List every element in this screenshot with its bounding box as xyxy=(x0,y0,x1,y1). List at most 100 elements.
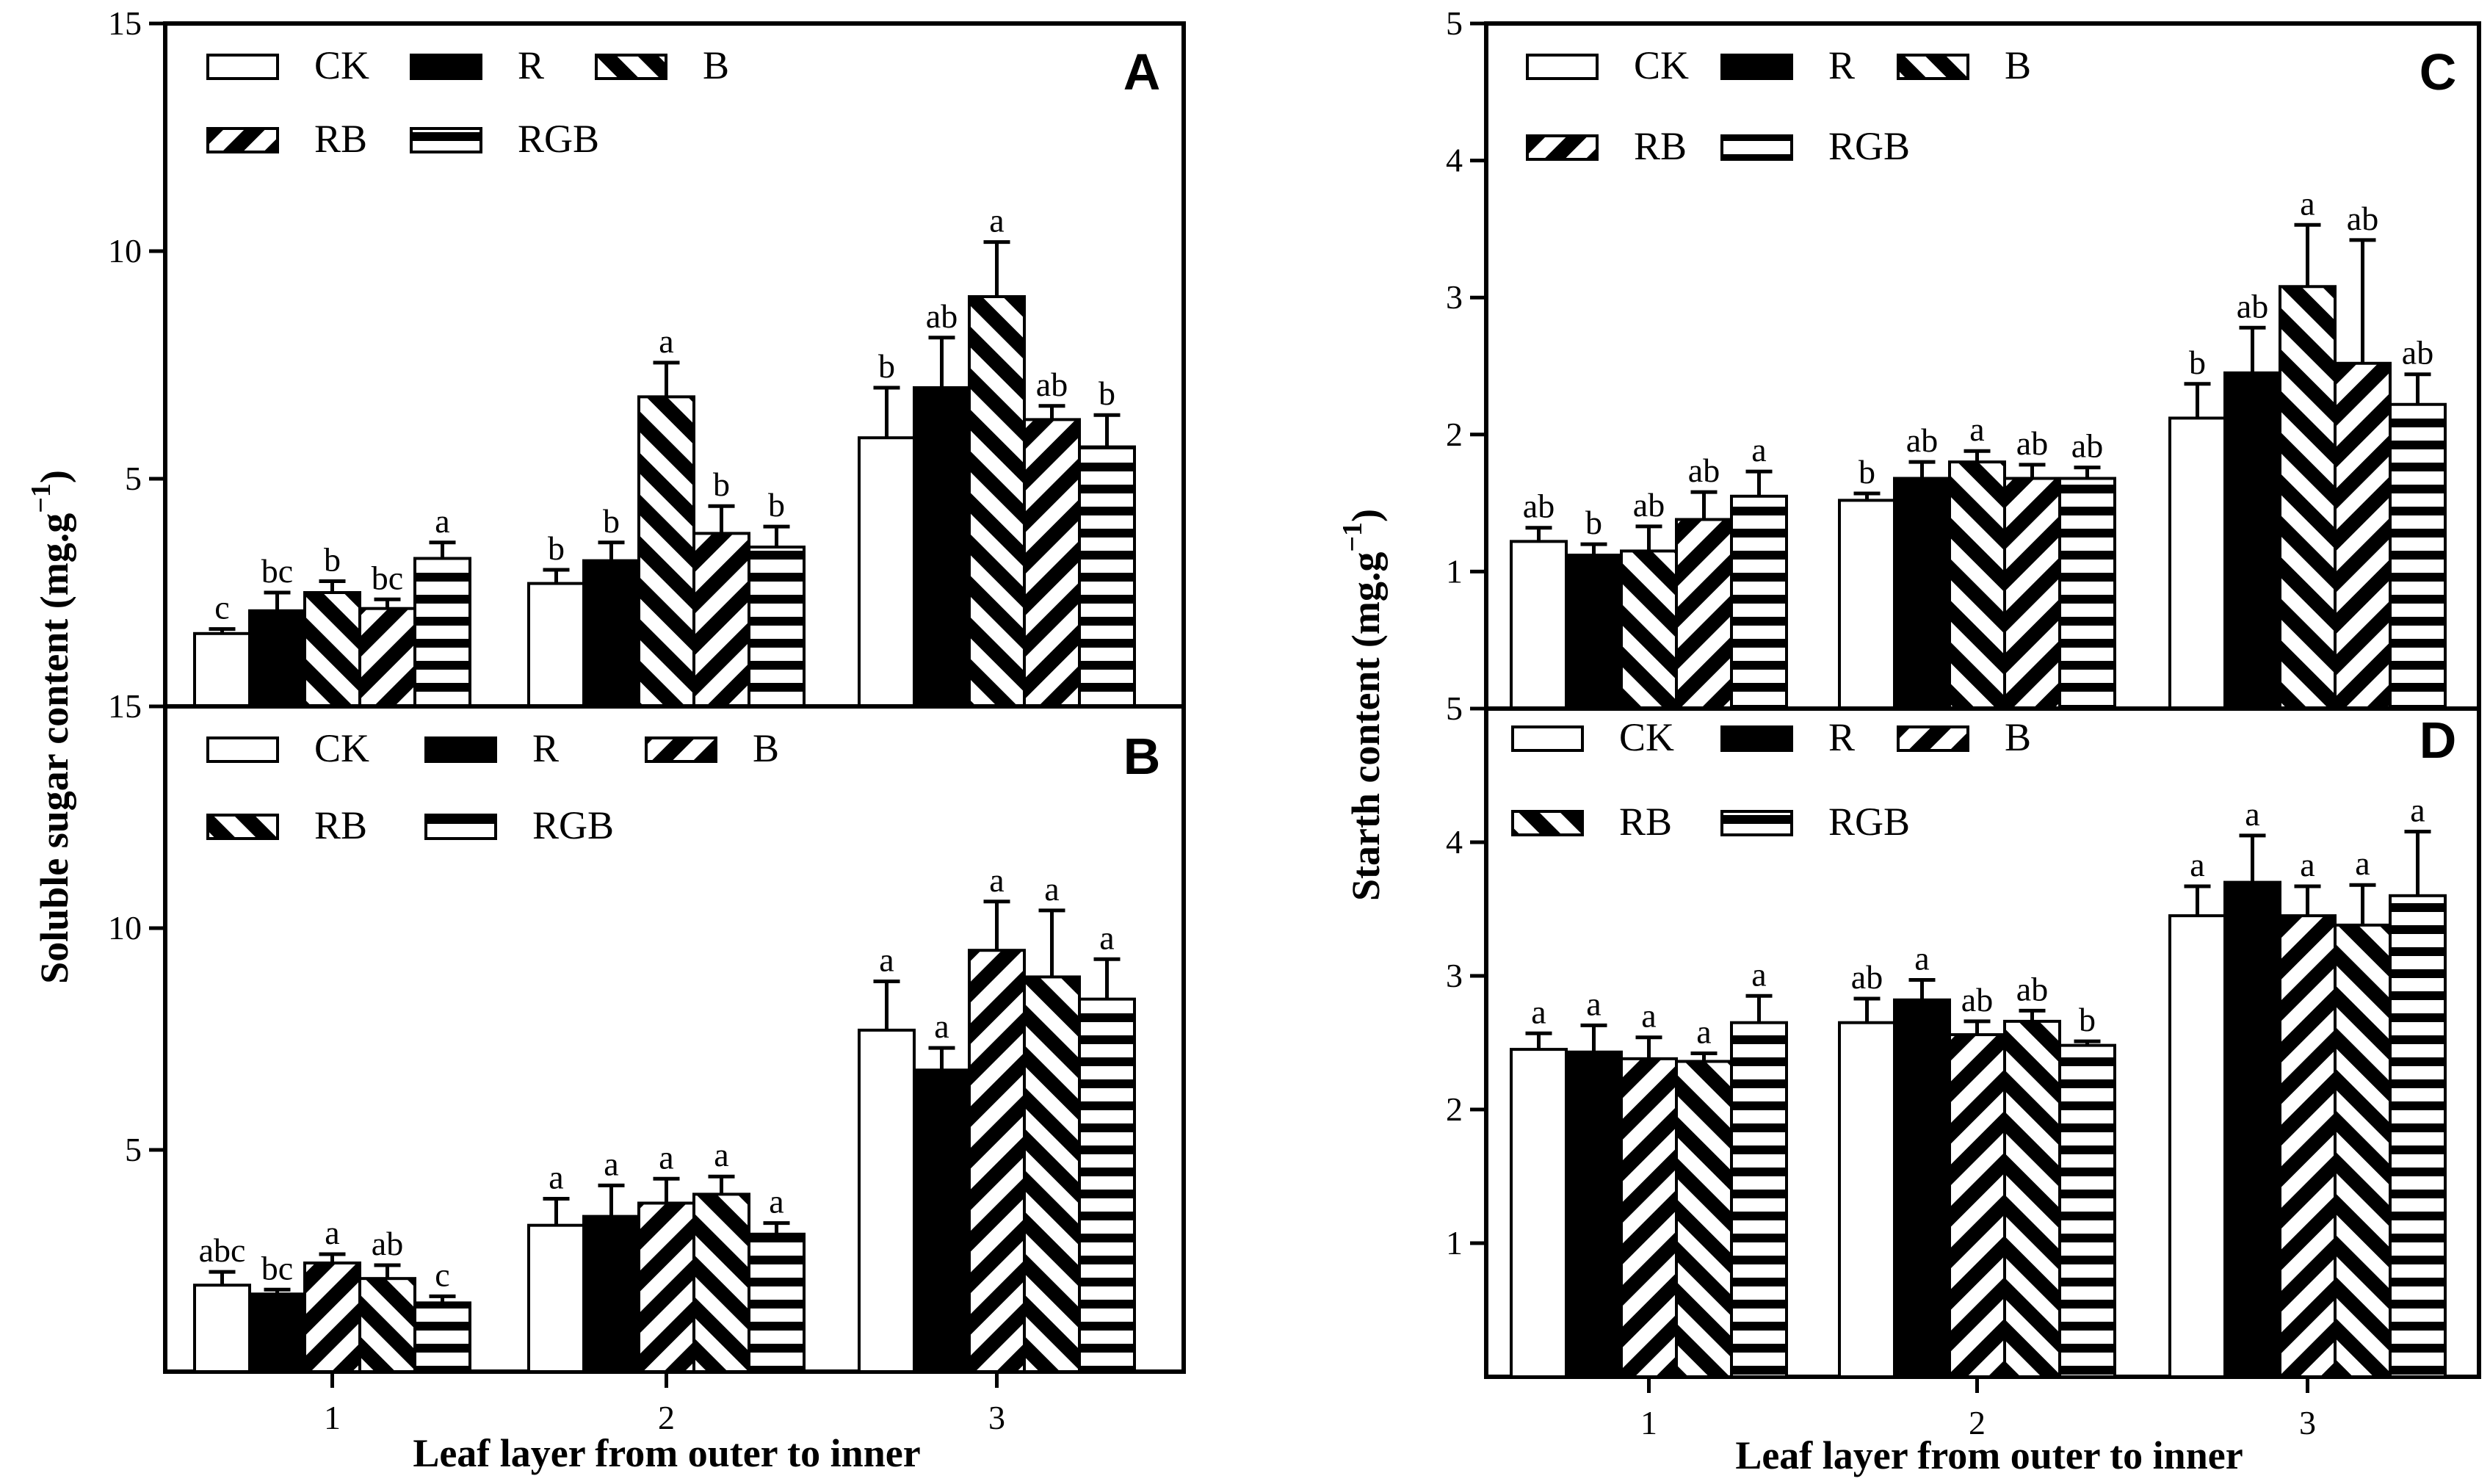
significance-label: ab xyxy=(1906,421,1938,459)
bar-D-RGB-2 xyxy=(2058,1043,2116,1378)
bar-D-RGB-1 xyxy=(1730,1021,1788,1378)
significance-label: a xyxy=(435,502,449,540)
panel-letter: C xyxy=(2420,43,2457,101)
bar-C-CK-1 xyxy=(1510,540,1568,711)
bar-C-RB-2 xyxy=(2003,477,2061,711)
legend-swatch-B-CK xyxy=(206,736,279,763)
significance-label: a xyxy=(1969,410,1984,448)
y-axis-title-right: Starth content (mg.g−1) xyxy=(1337,509,1388,901)
bar-B-RB-3 xyxy=(1023,975,1081,1373)
bar-D-CK-1 xyxy=(1510,1048,1568,1378)
legend-label: RGB xyxy=(1828,800,1910,844)
significance-label: a xyxy=(989,861,1004,899)
panel-letter: A xyxy=(1123,43,1161,101)
bar-D-RB-3 xyxy=(2334,923,2392,1378)
bar-C-RGB-1 xyxy=(1730,494,1788,711)
significance-label: ab xyxy=(2071,427,2103,465)
significance-label: abc xyxy=(199,1231,246,1269)
bar-A-CK-1 xyxy=(193,631,251,708)
bar-A-B-1 xyxy=(303,591,361,708)
legend-swatch-A-R xyxy=(410,54,482,80)
bar-C-RB-1 xyxy=(1675,518,1733,710)
x-tick-label: 2 xyxy=(658,1399,675,1436)
legend-swatch-D-RB xyxy=(1511,810,1584,836)
significance-label: a xyxy=(1914,939,1929,977)
bar-B-RB-2 xyxy=(692,1192,750,1374)
y-axis-title-left: Soluble sugar content (mg.g−1) xyxy=(26,470,76,984)
legend-swatch-A-RGB xyxy=(410,127,482,153)
significance-label: bc xyxy=(372,559,403,596)
significance-label: a xyxy=(2245,795,2259,833)
bar-B-CK-3 xyxy=(858,1028,916,1374)
bar-C-R-1 xyxy=(1565,554,1623,710)
bar-A-RB-2 xyxy=(692,532,750,709)
y-tick-label: 5 xyxy=(1446,689,1463,727)
bar-B-R-1 xyxy=(248,1292,306,1374)
legend-label: CK xyxy=(1619,715,1674,759)
x-tick-label: 1 xyxy=(1640,1404,1657,1441)
significance-label: ab xyxy=(372,1225,403,1262)
legend-label: RB xyxy=(314,803,367,847)
significance-label: a xyxy=(989,202,1004,239)
bar-C-RB-3 xyxy=(2334,361,2392,710)
significance-label: b xyxy=(2189,344,2206,381)
significance-label: a xyxy=(714,1136,728,1173)
legend-swatch-B-RGB xyxy=(424,814,497,840)
legend-swatch-B-RB xyxy=(206,814,279,840)
y-tick-label: 3 xyxy=(1446,278,1463,316)
significance-label: ab xyxy=(1523,488,1555,525)
bar-B-R-2 xyxy=(582,1215,640,1373)
bar-A-CK-3 xyxy=(858,436,916,708)
bar-B-B-1 xyxy=(303,1262,361,1374)
significance-label: b xyxy=(548,529,565,567)
legend-swatch-A-CK xyxy=(206,54,279,80)
x-axis-title-right: Leaf layer from outer to inner xyxy=(1735,1433,2243,1477)
significance-label: ab xyxy=(2016,424,2048,462)
legend-label: B xyxy=(2005,715,2031,759)
bar-D-CK-3 xyxy=(2168,914,2226,1378)
bar-C-B-2 xyxy=(1948,460,2006,710)
significance-label: a xyxy=(1751,431,1766,468)
y-tick-label: 15 xyxy=(108,4,142,42)
panel-letter: B xyxy=(1123,728,1161,785)
significance-label: a xyxy=(2300,846,2315,883)
bar-A-R-2 xyxy=(582,559,640,708)
legend-swatch-C-R xyxy=(1720,54,1793,80)
bar-D-B-1 xyxy=(1620,1057,1678,1378)
significance-label: a xyxy=(1531,993,1546,1030)
legend-label: RB xyxy=(1619,800,1672,844)
significance-label: c xyxy=(435,1256,449,1293)
legend-swatch-B-R xyxy=(424,736,497,763)
x-axis-title-left: Leaf layer from outer to inner xyxy=(413,1431,920,1475)
significance-label: b xyxy=(768,486,785,524)
legend-swatch-C-RGB xyxy=(1720,134,1793,161)
bar-B-RGB-1 xyxy=(413,1301,471,1374)
bar-D-B-3 xyxy=(2279,914,2337,1378)
bar-D-CK-2 xyxy=(1838,1021,1896,1378)
bar-C-R-2 xyxy=(1893,477,1951,711)
legend-label: R xyxy=(532,726,559,770)
significance-label: b xyxy=(1585,504,1602,541)
bar-D-RB-2 xyxy=(2003,1019,2061,1378)
y-tick-label: 4 xyxy=(1446,142,1463,179)
bar-B-B-2 xyxy=(637,1201,695,1373)
bar-A-B-2 xyxy=(637,395,695,709)
significance-label: ab xyxy=(2016,970,2048,1007)
bar-D-B-2 xyxy=(1948,1033,2006,1378)
bar-C-B-3 xyxy=(2279,285,2337,711)
legend-label: CK xyxy=(314,726,369,770)
significance-label: b xyxy=(324,541,341,579)
bar-A-RGB-3 xyxy=(1078,445,1136,708)
bar-A-R-1 xyxy=(248,609,306,708)
significance-label: b xyxy=(1859,453,1875,491)
significance-label: b xyxy=(1099,374,1115,412)
significance-label: a xyxy=(934,1007,949,1045)
y-tick-label: 5 xyxy=(125,1131,142,1168)
significance-label: ab xyxy=(1961,981,1993,1018)
significance-label: ab xyxy=(2347,200,2378,237)
significance-label: b xyxy=(603,502,620,540)
significance-label: ab xyxy=(1688,452,1720,489)
legend-swatch-C-RB xyxy=(1526,134,1599,161)
legend-swatch-C-B xyxy=(1897,54,1969,80)
legend-label: RGB xyxy=(518,117,599,161)
